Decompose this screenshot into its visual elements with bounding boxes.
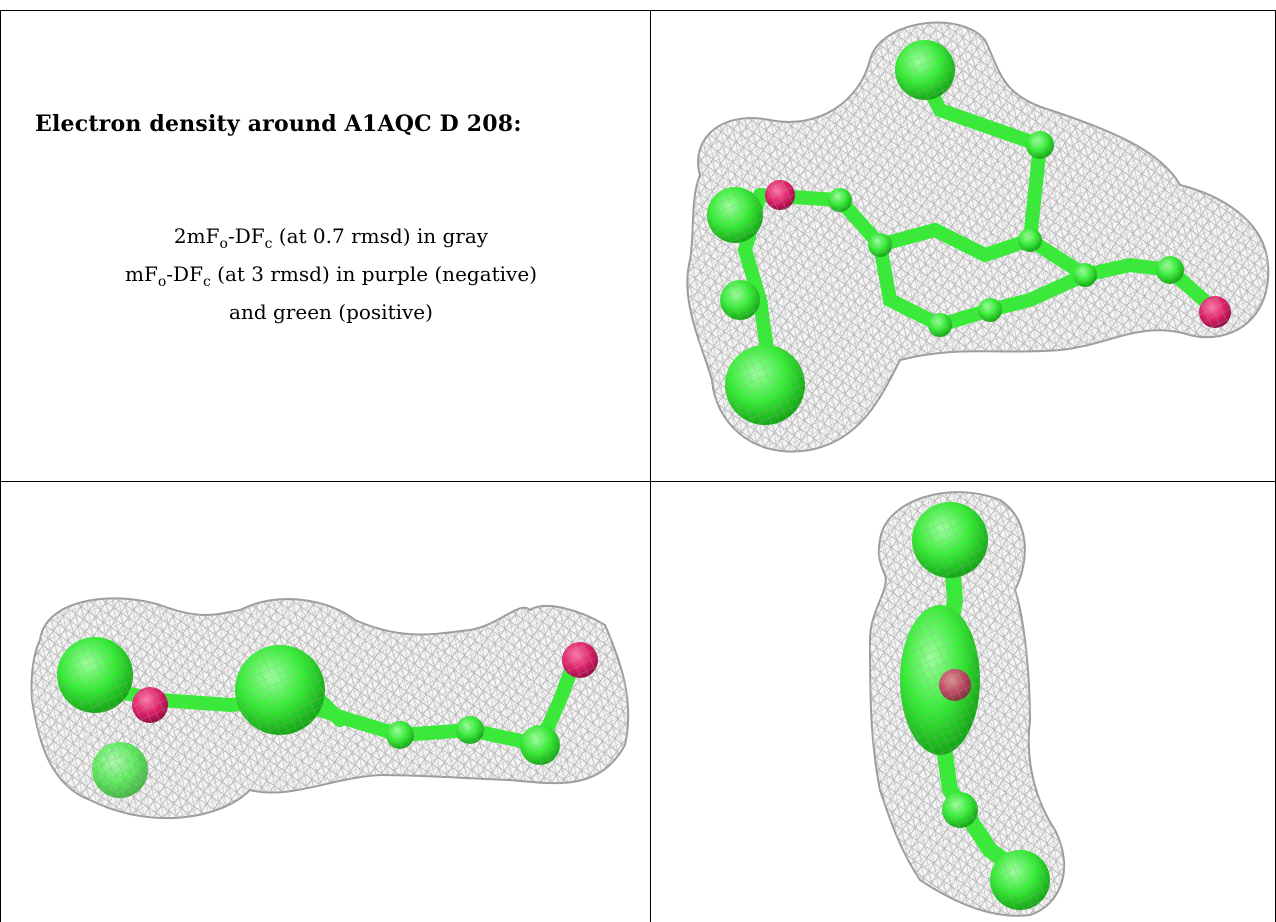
density-side-view-vertical (868, 491, 1065, 917)
density-top-view (686, 21, 1270, 453)
legend-line-2: mFo-DFc (at 3 rmsd) in purple (negative) (125, 262, 537, 290)
legend-line-1: 2mFo-DFc (at 0.7 rmsd) in gray (173, 224, 489, 252)
legend-text: 2mFo-DFc (at 0.7 rmsd) in gray mFo-DFc (… (21, 221, 641, 327)
table-border-left (0, 10, 1, 922)
table-border-middle (650, 10, 651, 922)
table-border-row (0, 481, 1276, 482)
caption-cell: Electron density around A1AQC D 208: 2mF… (1, 11, 650, 481)
density-side-view-horizontal (30, 597, 630, 820)
page-title: Electron density around A1AQC D 208: (35, 111, 522, 137)
legend-line-3: and green (positive) (229, 300, 433, 324)
table-border-top (0, 10, 1276, 11)
